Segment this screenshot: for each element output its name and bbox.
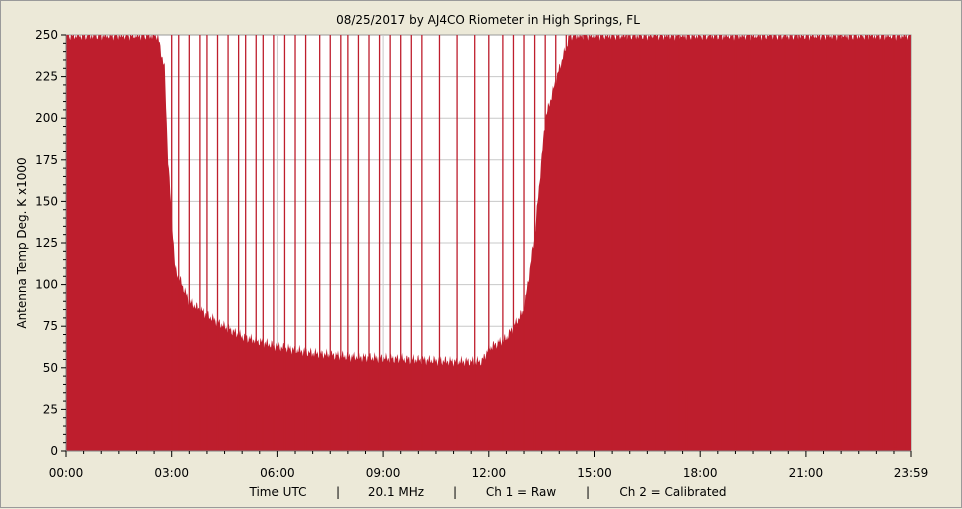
chart-title: 08/25/2017 by AJ4CO Riometer in High Spr… [336, 13, 640, 27]
footer-separator: | [453, 485, 457, 499]
footer-separator: | [336, 485, 340, 499]
y-tick-label: 225 [35, 70, 58, 84]
y-tick-label: 50 [43, 361, 58, 375]
series-raw [66, 35, 911, 451]
y-tick-label: 25 [43, 402, 58, 416]
axes: 0 25 50 75 100 125 150 175 200 225 250 00:00 03:00 06… [35, 28, 928, 480]
x-tick-label: 00:00 [49, 466, 84, 480]
footer-legend: Time UTC 20.1 MHz Ch 1 = Raw Ch 2 = Calibra… [249, 485, 727, 499]
footer-separator: | [586, 485, 590, 499]
y-tick-label: 250 [35, 28, 58, 42]
x-tick-label: 21:00 [789, 466, 824, 480]
y-tick-label: 0 [50, 444, 58, 458]
footer-item: 20.1 MHz [368, 485, 424, 499]
series-raw-area [66, 35, 911, 451]
x-tick-label: 09:00 [366, 466, 401, 480]
x-tick-label: 06:00 [260, 466, 295, 480]
y-tick-label: 125 [35, 236, 58, 250]
x-tick-label: 12:00 [472, 466, 507, 480]
x-tick-label: 23:59 [894, 466, 929, 480]
x-tick-label: 15:00 [577, 466, 612, 480]
footer-item: Ch 1 = Raw [486, 485, 557, 499]
y-tick-label: 75 [43, 319, 58, 333]
footer-item: Time UTC [249, 485, 307, 499]
x-tick-label: 03:00 [154, 466, 189, 480]
y-tick-label: 100 [35, 278, 58, 292]
y-tick-label: 200 [35, 111, 58, 125]
footer-item: Ch 2 = Calibrated [619, 485, 726, 499]
y-axis-label: Antenna Temp Deg. K x1000 [15, 157, 29, 328]
y-tick-label: 175 [35, 153, 58, 167]
x-tick-label: 18:00 [683, 466, 718, 480]
y-tick-label: 150 [35, 194, 58, 208]
